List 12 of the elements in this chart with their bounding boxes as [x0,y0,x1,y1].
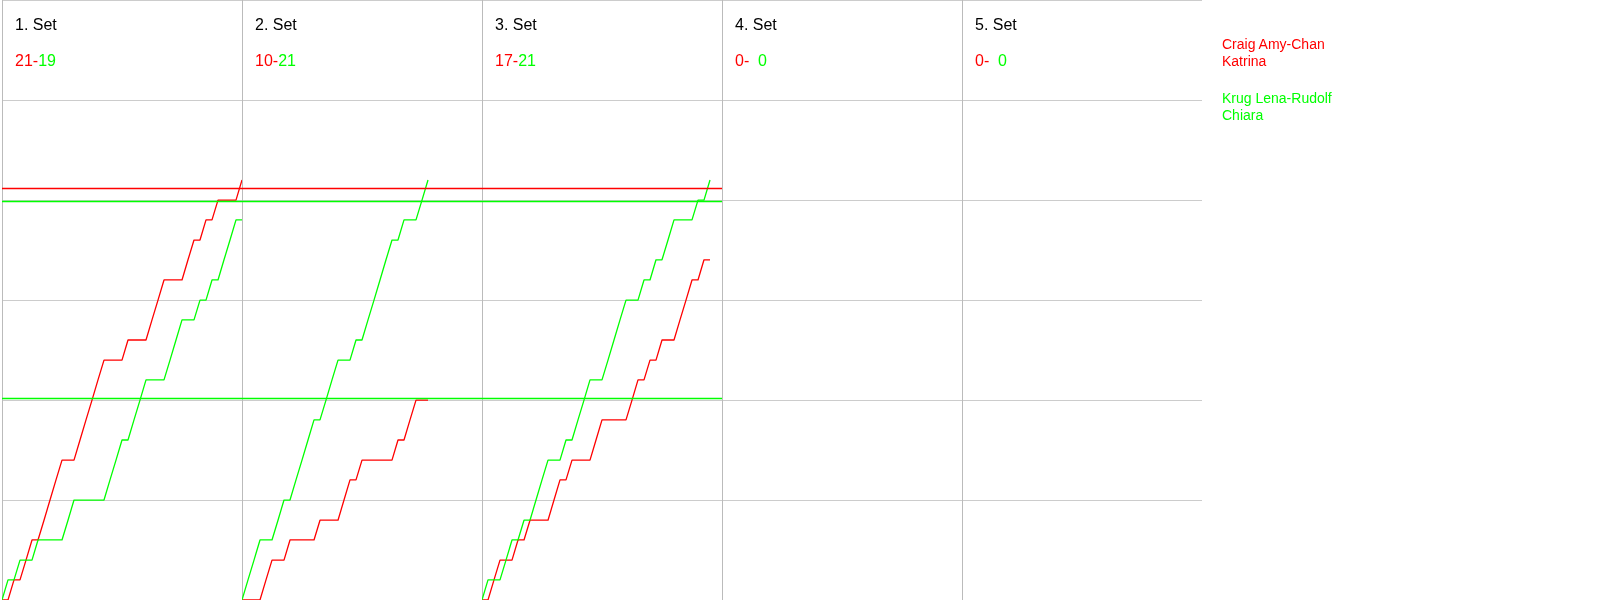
chart-subtitle: 10-21 [255,51,297,69]
text: 5. Set [975,15,1018,33]
text: Krug Lena-Rudolf Chiara [1222,90,1332,124]
chart-subtitle: 21-19 [15,51,57,69]
chart-title: 2. Set [255,15,298,33]
text: 4. Set [735,15,778,33]
chart-title: 3. Set [495,15,538,33]
text: 0- 0 [975,51,1008,69]
chart-subtitle: 17-21 [495,51,537,69]
text: 0- 0 [735,51,768,69]
chart-title: 1. Set [15,15,58,33]
text: Craig Amy-Chan Katrina [1222,36,1326,70]
